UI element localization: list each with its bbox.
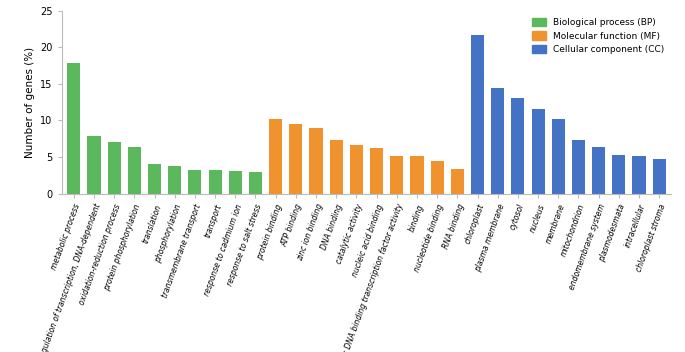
Bar (289, 124, 302, 194)
Bar (168, 166, 182, 194)
Bar (431, 161, 444, 194)
Bar (471, 35, 484, 194)
Bar (572, 140, 585, 194)
Bar (269, 119, 282, 194)
Bar (128, 147, 141, 194)
Bar (551, 119, 565, 194)
Bar (532, 109, 545, 194)
Bar (632, 156, 645, 194)
Bar (249, 172, 262, 194)
Bar (491, 88, 504, 194)
Bar (208, 170, 222, 194)
Bar (108, 142, 121, 194)
Y-axis label: Number of genes (%): Number of genes (%) (25, 46, 34, 158)
Bar (592, 147, 605, 194)
Bar (67, 63, 80, 194)
Bar (410, 156, 423, 194)
Bar (350, 145, 363, 194)
Bar (370, 148, 383, 194)
Bar (188, 170, 201, 194)
Bar (451, 169, 464, 194)
Bar (88, 136, 101, 194)
Bar (653, 159, 666, 194)
Bar (148, 164, 161, 194)
Bar (612, 155, 625, 194)
Bar (390, 156, 403, 194)
Bar (329, 140, 342, 194)
Legend: Biological process (BP), Molecular function (MF), Cellular component (CC): Biological process (BP), Molecular funct… (530, 15, 667, 57)
Bar (229, 171, 242, 194)
Bar (511, 99, 525, 194)
Bar (310, 128, 323, 194)
